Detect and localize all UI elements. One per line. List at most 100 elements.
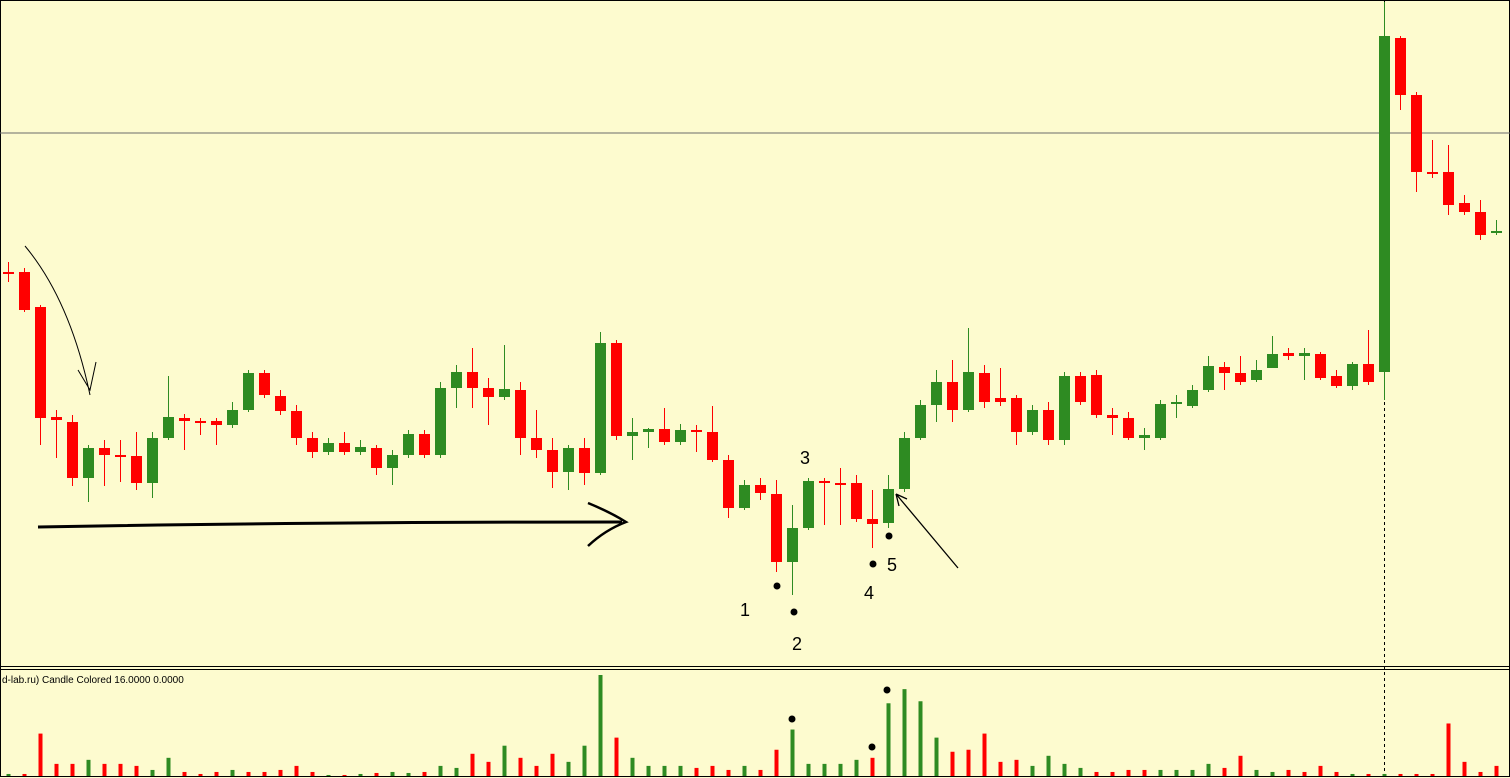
candle-body [1283, 353, 1294, 356]
volume-bar [774, 749, 779, 776]
candle-body [547, 450, 558, 472]
volume-bar [854, 759, 859, 776]
candle-body [1267, 354, 1278, 368]
candle-body [771, 494, 782, 562]
candle-body [499, 389, 510, 397]
pointer-arrow [895, 493, 959, 569]
volume-bar [1062, 763, 1067, 776]
volume-bar [758, 769, 763, 776]
candle-body [1075, 376, 1086, 402]
candle-body [915, 405, 926, 438]
volume-bar [1190, 769, 1195, 776]
candle-body [1219, 367, 1230, 373]
candle-body [611, 343, 622, 436]
volume-bar [294, 765, 299, 776]
candle-body [179, 418, 190, 421]
hand-stroke [24, 245, 97, 396]
dot [869, 560, 877, 568]
volume-bar [1094, 771, 1099, 776]
candle-body [1139, 435, 1150, 438]
candle-body [1299, 353, 1310, 356]
annotation: 5 [887, 555, 897, 575]
volume-bar [230, 769, 235, 776]
candle-body [707, 432, 718, 460]
candle-body [1123, 418, 1134, 438]
volume-bar [214, 771, 219, 776]
candle-body [1203, 366, 1214, 390]
candle-body [147, 438, 158, 483]
volume-bar [1494, 765, 1499, 776]
volume-bar [22, 773, 27, 776]
volume-bar [838, 763, 843, 776]
volume-bar [1382, 773, 1387, 776]
candle-body [1171, 402, 1182, 404]
volume-bar [1270, 771, 1275, 776]
volume-bar [1286, 769, 1291, 776]
volume-bar [38, 733, 43, 776]
candle-body [1395, 38, 1406, 95]
volume-bar [102, 763, 107, 776]
candle-body [307, 438, 318, 452]
volume-bar [1334, 771, 1339, 776]
candle-body [291, 411, 302, 438]
hand-arrowhead [587, 501, 629, 547]
candle-body [355, 447, 366, 452]
candle-body [803, 481, 814, 528]
candle-body [1251, 370, 1262, 380]
candle-body [1011, 398, 1022, 432]
candle-body [403, 434, 414, 455]
annotation: 3 [800, 448, 810, 468]
candle-body [675, 430, 686, 442]
volume-bar [166, 757, 171, 776]
candle-body [259, 373, 270, 395]
volume-bar [870, 757, 875, 776]
dot [790, 608, 798, 616]
volume-bar [374, 772, 379, 776]
candle-body [339, 443, 350, 452]
volume-bar [1126, 769, 1131, 776]
candle-body [1059, 376, 1070, 440]
candle-body [1091, 375, 1102, 415]
volume-bar [886, 703, 891, 776]
dot [885, 532, 893, 540]
volume-bar [998, 761, 1003, 776]
volume-bar [86, 759, 91, 776]
volume-bar [710, 765, 715, 776]
volume-bar [1302, 771, 1307, 776]
candle-body [1155, 404, 1166, 438]
candle-body [115, 455, 126, 457]
volume-bar [6, 773, 11, 776]
candle-body [1187, 390, 1198, 406]
hand-arrow [37, 520, 623, 529]
candle-body [211, 421, 222, 425]
candle-body [83, 448, 94, 478]
candle-body [131, 456, 142, 483]
volume-bar [1222, 767, 1227, 776]
candle-body [579, 448, 590, 473]
volume-bar [1318, 765, 1323, 776]
volume-bar [134, 765, 139, 776]
candle-body [723, 460, 734, 508]
candle-body [371, 448, 382, 468]
volume-bar [918, 701, 923, 776]
volume-bar [278, 769, 283, 776]
volume-bar [1158, 769, 1163, 776]
candle-body [1411, 95, 1422, 172]
volume-bar [182, 771, 187, 776]
volume-bar [982, 733, 987, 776]
volume-bar [1046, 755, 1051, 776]
dot [868, 743, 876, 751]
volume-bar [566, 761, 571, 776]
candle-body [195, 421, 206, 423]
candle-body [1491, 231, 1502, 233]
candle-body [1027, 410, 1038, 432]
candle-body [163, 417, 174, 438]
volume-bar [454, 767, 459, 776]
volume-bar [1142, 769, 1147, 776]
volume-bar [646, 765, 651, 776]
candle-body [1331, 376, 1342, 386]
candle-body [67, 422, 78, 478]
dot [788, 715, 796, 723]
candle-body [19, 272, 30, 310]
